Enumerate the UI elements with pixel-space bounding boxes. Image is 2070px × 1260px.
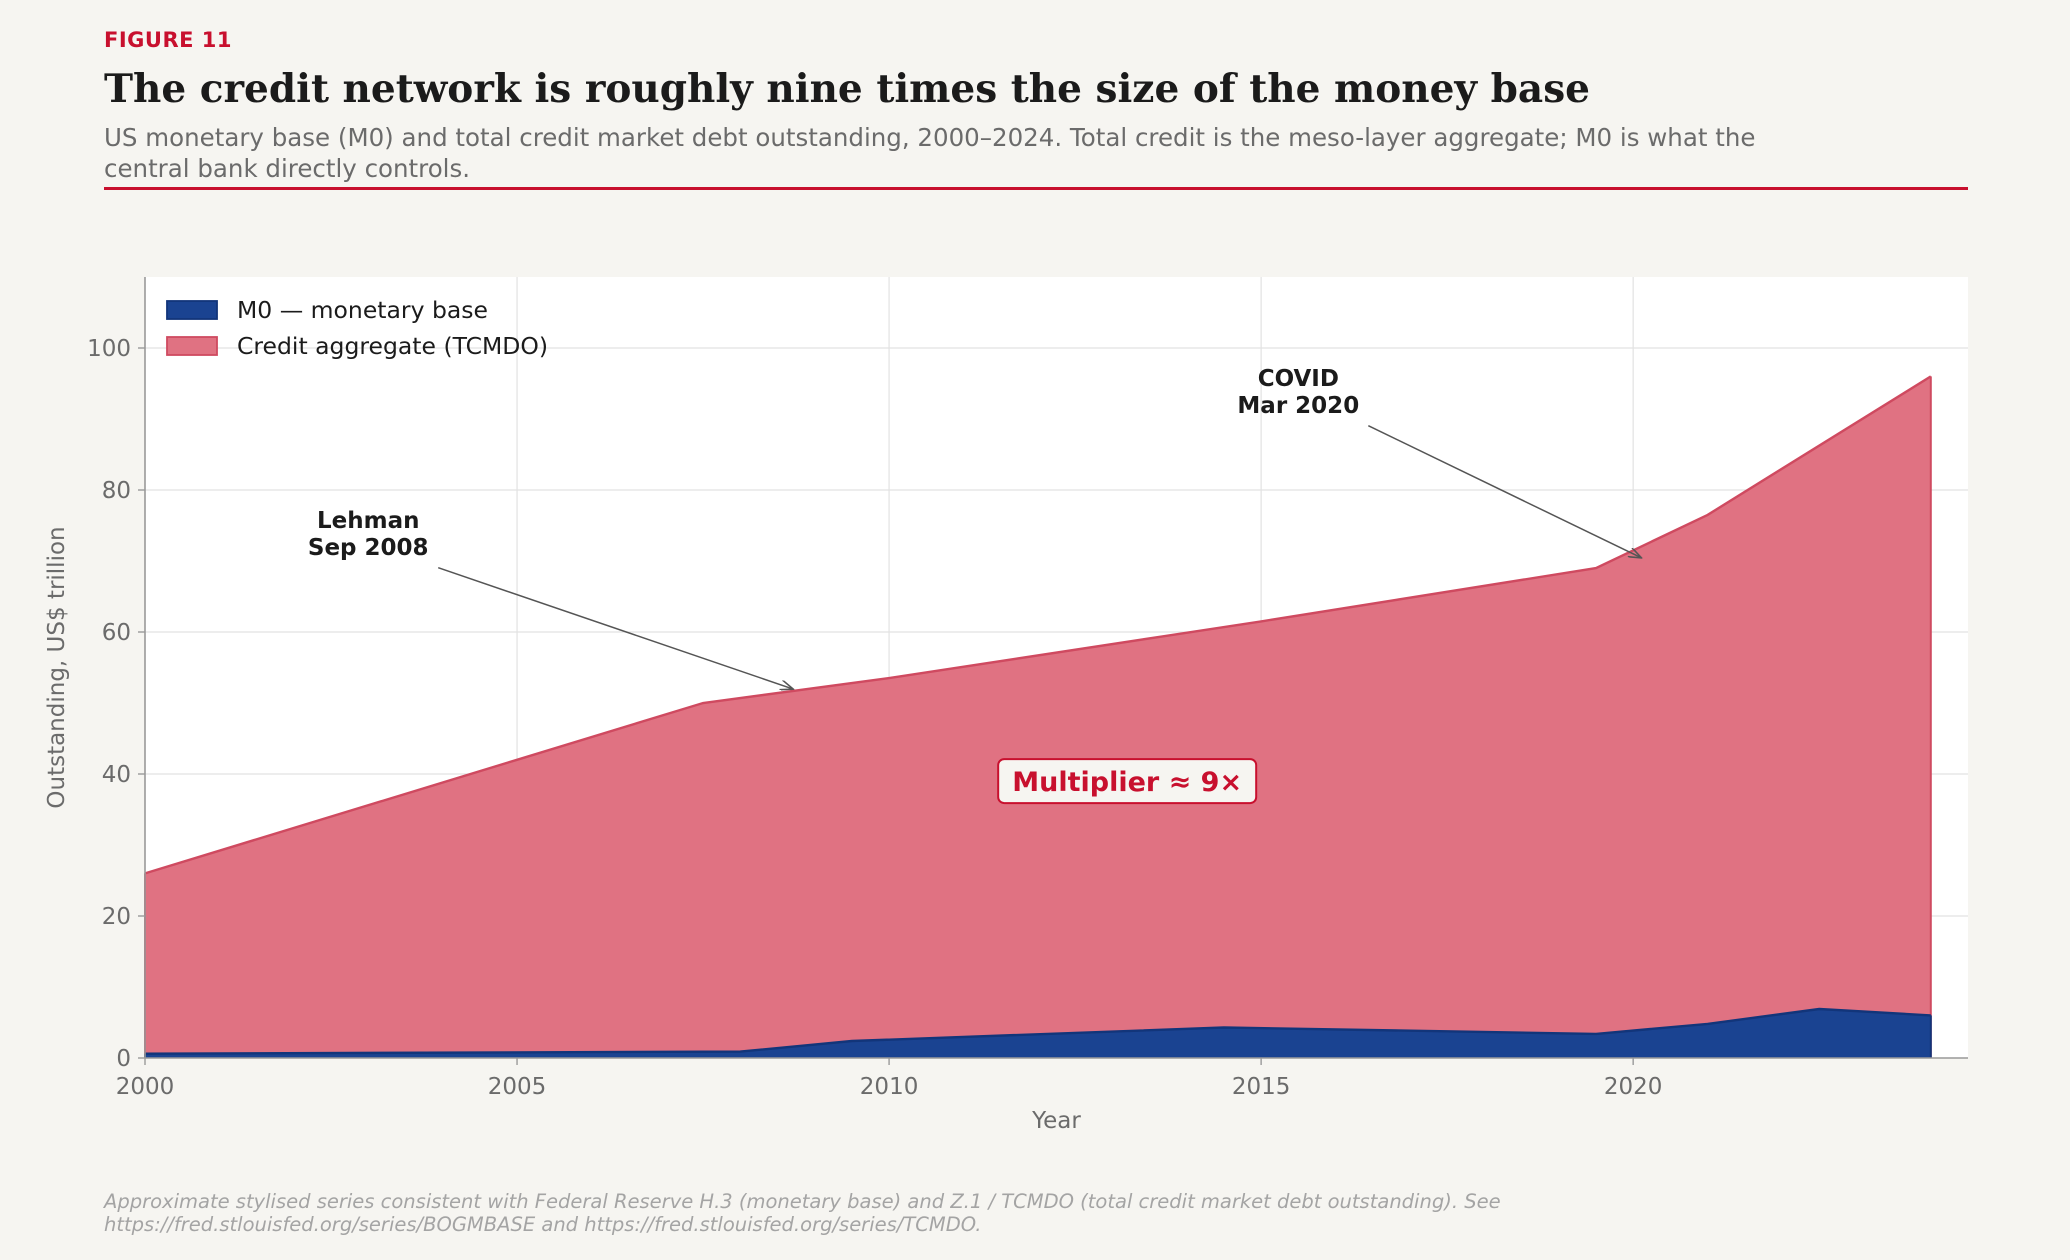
legend[interactable]: M0 — monetary base Credit aggregate (TCMD…: [166, 296, 548, 360]
legend-item-credit[interactable]: Credit aggregate (TCMDO): [166, 332, 548, 360]
series-line-credit: [144, 375, 1932, 875]
multiplier-callout: Multiplier ≈ 9×: [997, 758, 1258, 805]
x-tick-label: 2010: [860, 1074, 919, 1100]
y-tick-label: 80: [102, 478, 131, 504]
x-tick-label: 2015: [1232, 1074, 1291, 1100]
legend-swatch: [166, 300, 218, 320]
annotation-label: Sep 2008: [308, 535, 429, 561]
figure-label: FIGURE 11: [104, 28, 232, 52]
y-tick-label: 0: [116, 1046, 131, 1072]
series-line-m0: [144, 1007, 1931, 1055]
legend-swatch: [166, 336, 218, 356]
y-tick-label: 20: [102, 904, 131, 930]
annotation-label: Mar 2020: [1237, 393, 1359, 419]
legend-item-m0[interactable]: M0 — monetary base: [166, 296, 488, 324]
annotation-arrow: [1367, 425, 1640, 558]
x-tick-label: 2005: [488, 1074, 547, 1100]
source-footnote: Approximate stylised series consistent w…: [104, 1190, 1501, 1236]
x-tick-label: 2020: [1604, 1074, 1663, 1100]
page-subtitle: US monetary base (M0) and total credit m…: [104, 123, 1756, 183]
y-tick-label: 40: [102, 762, 131, 788]
tick-labels: 2000 2005 2010 2015 2020 0 20 40 60 80 100: [87, 336, 1662, 1100]
callout-box: [997, 758, 1258, 805]
series-area-m0: [145, 1009, 1931, 1058]
y-tick-label: 60: [102, 620, 131, 646]
x-tick-label: 2000: [116, 1074, 175, 1100]
callout-text: Multiplier ≈ 9×: [1012, 767, 1242, 798]
series-area-credit: [145, 376, 1931, 1058]
x-axis-label: Year: [1031, 1108, 1081, 1134]
y-tick-label: 100: [87, 336, 131, 362]
annotation-arrow: [437, 566, 792, 689]
y-axis-label: Outstanding, US$ trillion: [44, 526, 70, 808]
title-divider: [104, 187, 1968, 190]
axes: [144, 277, 1968, 1059]
page-title: The credit network is roughly nine times…: [104, 66, 1590, 112]
legend-label: M0 — monetary base: [237, 296, 488, 324]
annotation-label: COVID: [1258, 366, 1339, 392]
legend-label: Credit aggregate (TCMDO): [237, 332, 548, 360]
annotation-label: Lehman: [317, 508, 420, 534]
